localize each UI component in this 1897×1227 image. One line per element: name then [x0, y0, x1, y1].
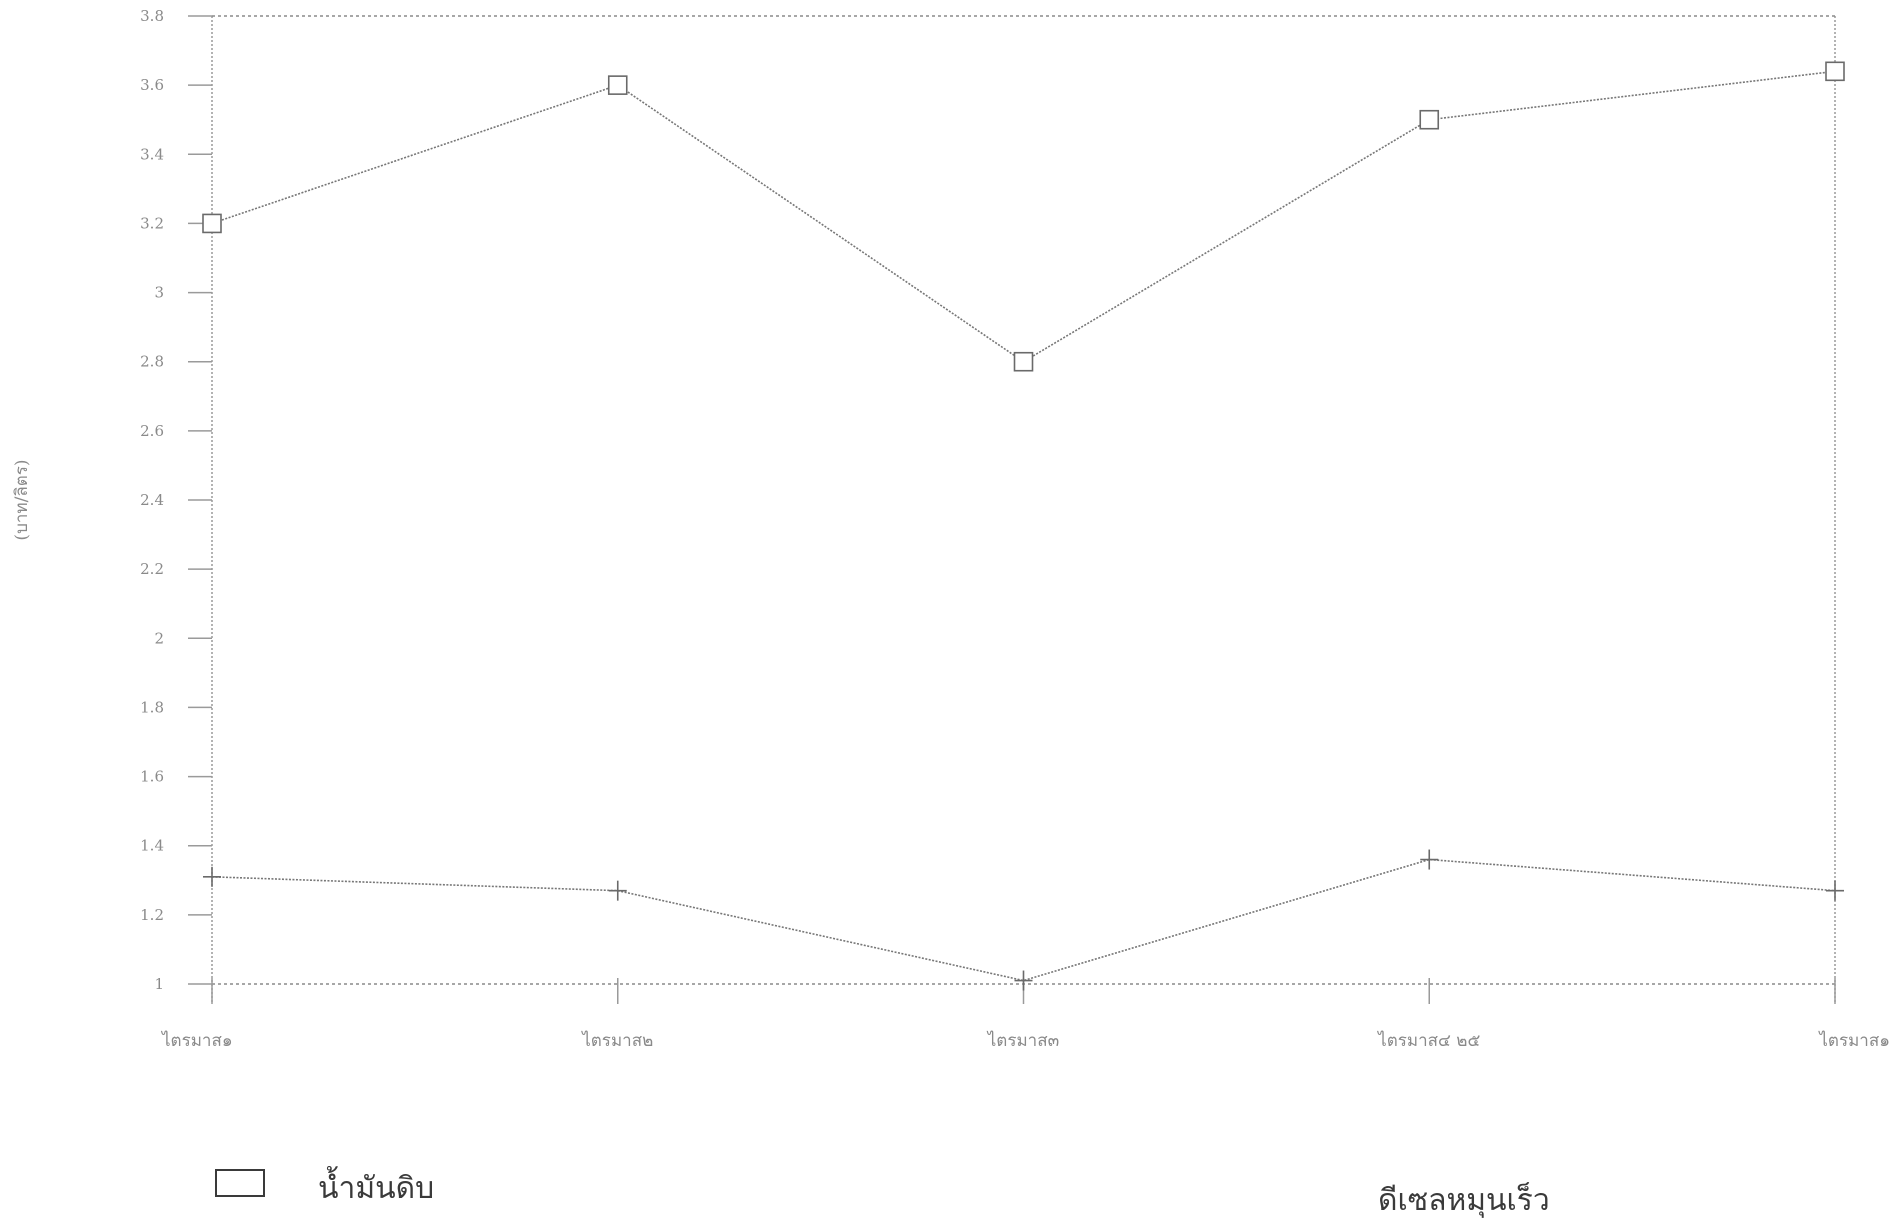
x-tick-label-4: ไตรมาส๑	[1817, 1030, 1890, 1051]
y-tick-label-14: 3.8	[140, 7, 164, 25]
y-axis-ticks: 1 1.2 1.4 1.6 1.8 2 2.2 2.4 2.6 2.8 3 3.2 3.4 3.6 3.8	[140, 7, 212, 993]
y-tick-label-13: 3.6	[140, 76, 164, 94]
series-0-point-0	[202, 213, 222, 234]
y-tick-label-9: 2.8	[140, 353, 164, 371]
x-axis-ticks: ไตรมาส๑ ไตรมาส๒ ไตรมาส๓ ไตรมาส๔ ๒๕ ไตรมาส๑	[160, 978, 1890, 1051]
y-tick-label-10: 3	[154, 284, 164, 302]
series-line-1	[211, 858, 1836, 982]
y-tick-label-12: 3.4	[140, 145, 164, 163]
series-1-point-4	[1826, 880, 1844, 901]
y-tick-label-3: 1.6	[140, 768, 164, 786]
y-tick-label-11: 3.2	[140, 214, 164, 232]
x-tick-label-3: ไตรมาส๔ ๒๕	[1376, 1030, 1480, 1051]
legend-label-high-speed-diesel: ดีเซลหมุนเร็ว	[1378, 1181, 1550, 1219]
x-tick-label-1: ไตรมาส๒	[580, 1030, 653, 1051]
y-tick-label-0: 1	[154, 975, 164, 993]
legend: น้ำมันดิบ ดีเซลหมุนเร็ว	[215, 1166, 1550, 1219]
series-0-point-3	[1419, 109, 1440, 130]
series-1-point-2	[1014, 970, 1033, 991]
y-tick-label-4: 1.8	[140, 698, 164, 716]
series-0-point-4	[1825, 61, 1845, 82]
y-tick-label-5: 2	[154, 629, 164, 647]
series-1-point-3	[1420, 849, 1439, 870]
series-group	[202, 61, 1845, 991]
x-tick-label-2: ไตรมาส๓	[986, 1030, 1059, 1051]
y-tick-label-8: 2.6	[140, 422, 164, 440]
series-1-point-1	[608, 880, 627, 901]
y-axis-label: (บาท/ลิตร)	[12, 459, 32, 540]
series-1-point-0	[203, 866, 221, 887]
series-0-point-2	[1013, 351, 1034, 372]
x-tick-label-0: ไตรมาส๑	[160, 1030, 233, 1051]
legend-label-crude-oil: น้ำมันดิบ	[318, 1166, 434, 1206]
series-0-point-1	[607, 75, 628, 95]
legend-swatch-crude-oil	[215, 1169, 265, 1197]
series-line-0	[211, 70, 1836, 363]
reference-lines	[212, 15, 1835, 985]
axes	[211, 16, 1836, 1004]
y-tick-label-6: 2.2	[140, 560, 164, 578]
y-tick-label-7: 2.4	[140, 491, 164, 509]
y-tick-label-2: 1.4	[140, 837, 164, 855]
y-tick-label-1: 1.2	[140, 906, 164, 924]
